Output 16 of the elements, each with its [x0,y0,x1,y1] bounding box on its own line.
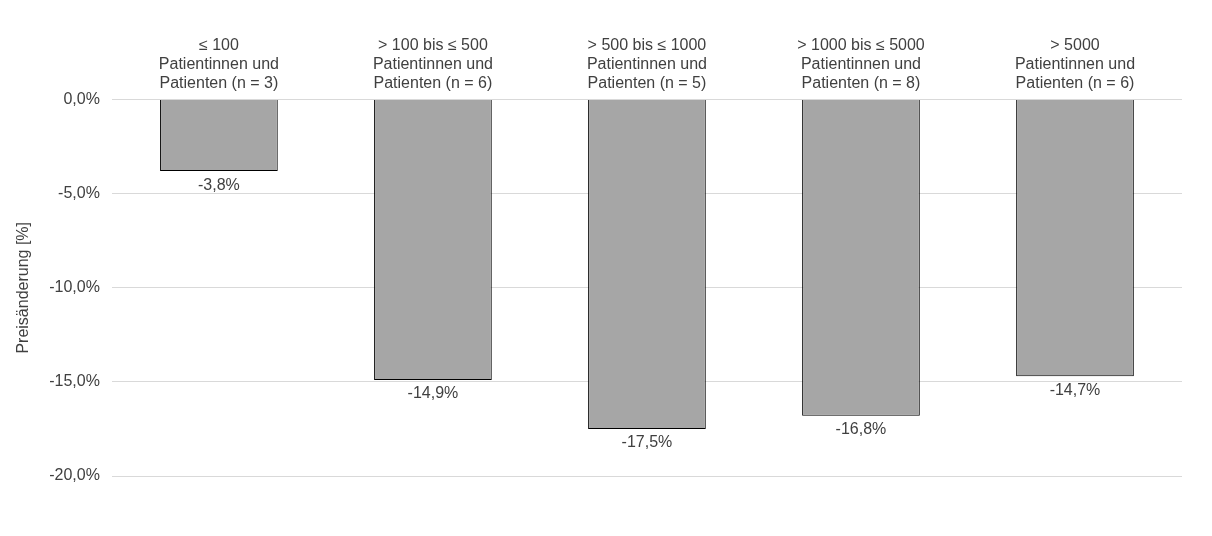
data-label: -3,8% [198,175,240,193]
y-tick-label: -10,0% [49,278,100,296]
y-tick-label: -15,0% [49,372,100,390]
data-label: -16,8% [835,420,887,438]
data-label: -14,9% [407,384,459,402]
y-tick-label: -20,0% [49,466,100,484]
y-tick-label: -5,0% [58,184,100,202]
data-label: -14,7% [1049,380,1101,398]
x-tick-label: > 5000 Patientinnen und Patienten (n = 6) [1014,36,1136,92]
y-axis-title: Preisänderung [%] [14,221,32,354]
data-label: -17,5% [621,433,673,451]
x-tick-label: > 100 bis ≤ 500 Patientinnen und Patienten (n = 6) [372,36,493,92]
y-tick-label: 0,0% [63,90,100,108]
x-tick-label: > 500 bis ≤ 1000 Patientinnen und Patienten (n = 5) [586,36,707,92]
x-tick-label: > 1000 bis ≤ 5000 Patientinnen und Patienten (n = 8) [797,36,925,92]
x-tick-label: ≤ 100 Patientinnen und Patienten (n = 3) [158,36,279,92]
